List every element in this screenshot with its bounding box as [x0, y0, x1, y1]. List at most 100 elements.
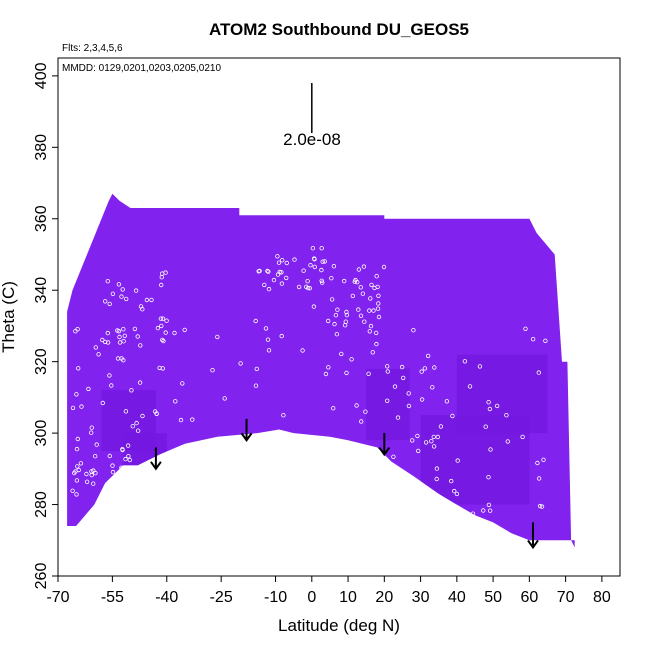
data-point	[89, 469, 94, 474]
data-point	[462, 359, 468, 364]
data-point	[301, 268, 306, 273]
data-point	[266, 269, 271, 274]
data-point	[449, 478, 454, 484]
data-point	[119, 466, 125, 471]
data-point	[366, 371, 371, 376]
dates-note: MMDD: 0129,0201,0203,0205,0210	[62, 63, 221, 74]
data-point	[222, 396, 227, 401]
y-tick-label: 380	[33, 134, 50, 161]
data-point	[180, 381, 185, 386]
data-point	[535, 460, 540, 466]
data-point	[275, 254, 280, 259]
data-point	[110, 463, 115, 468]
data-point	[158, 316, 164, 321]
data-point	[276, 260, 282, 265]
data-point	[467, 384, 473, 389]
data-point	[70, 488, 75, 493]
data-point	[133, 288, 139, 293]
data-point	[257, 268, 262, 274]
data-point	[281, 413, 286, 418]
data-point	[308, 263, 313, 268]
data-point	[305, 279, 310, 284]
data-point	[126, 472, 132, 477]
data-point	[116, 282, 122, 287]
data-point	[105, 279, 110, 284]
data-point	[523, 326, 528, 331]
data-point	[135, 334, 140, 339]
data-point	[406, 403, 412, 409]
data-point	[539, 504, 545, 509]
data-point	[536, 370, 541, 375]
data-point	[312, 264, 317, 270]
data-point	[432, 365, 437, 370]
data-point	[487, 508, 493, 513]
y-tick-label: 360	[33, 205, 50, 232]
data-point	[149, 297, 154, 303]
data-point	[344, 309, 349, 315]
data-point	[238, 361, 243, 366]
data-point	[362, 319, 367, 324]
data-point	[368, 323, 374, 329]
data-point	[381, 264, 387, 270]
data-point	[477, 364, 483, 369]
data-point	[543, 338, 548, 343]
data-point	[486, 475, 491, 480]
data-point	[323, 371, 329, 377]
data-point	[75, 366, 81, 371]
marks-layer	[150, 83, 539, 550]
data-point	[279, 333, 284, 339]
data-point	[86, 386, 91, 392]
data-point	[140, 307, 145, 312]
data-point	[172, 330, 177, 336]
data-point	[79, 404, 84, 409]
data-point	[105, 340, 111, 345]
data-point	[280, 258, 285, 263]
data-point	[326, 318, 331, 324]
data-point	[70, 405, 76, 411]
x-tick-label: 70	[557, 589, 575, 606]
data-point	[398, 495, 403, 500]
data-point	[292, 257, 297, 262]
data-point	[102, 339, 108, 345]
data-point	[385, 398, 390, 403]
data-point	[370, 350, 375, 355]
data-point	[74, 492, 79, 497]
data-point	[121, 327, 126, 332]
data-point	[89, 425, 94, 430]
data-point	[84, 479, 90, 484]
y-tick-label: 260	[33, 563, 50, 590]
x-axis-label: Latitude (deg N)	[278, 616, 400, 635]
data-point	[73, 329, 78, 334]
x-tick-label: 40	[448, 589, 466, 606]
y-axis: 260 280 300 320 340 360 380 400	[33, 62, 58, 589]
data-point	[107, 301, 112, 307]
data-point	[74, 392, 79, 397]
data-point	[329, 297, 335, 302]
data-point	[296, 284, 302, 290]
data-point	[374, 341, 379, 347]
data-point	[334, 332, 340, 337]
data-point	[159, 323, 164, 329]
data-point	[266, 286, 272, 292]
data-point	[130, 424, 135, 429]
data-point	[361, 264, 367, 269]
x-tick-label: -70	[46, 589, 69, 606]
data-point	[155, 325, 161, 331]
data-point	[93, 470, 98, 476]
data-point	[125, 443, 131, 448]
data-point	[374, 274, 379, 279]
data-point	[110, 469, 116, 475]
x-tick-label: -40	[155, 589, 178, 606]
x-tick-label: 10	[339, 589, 357, 606]
data-point	[358, 313, 364, 318]
data-point	[160, 337, 165, 343]
y-axis-label: Theta (C)	[0, 281, 18, 353]
data-point	[265, 268, 270, 274]
data-point	[415, 433, 420, 439]
data-point	[419, 369, 424, 374]
data-point	[144, 297, 150, 303]
x-tick-label: 50	[484, 589, 502, 606]
data-point	[396, 482, 401, 487]
data-point	[488, 447, 493, 452]
data-point	[401, 375, 406, 381]
